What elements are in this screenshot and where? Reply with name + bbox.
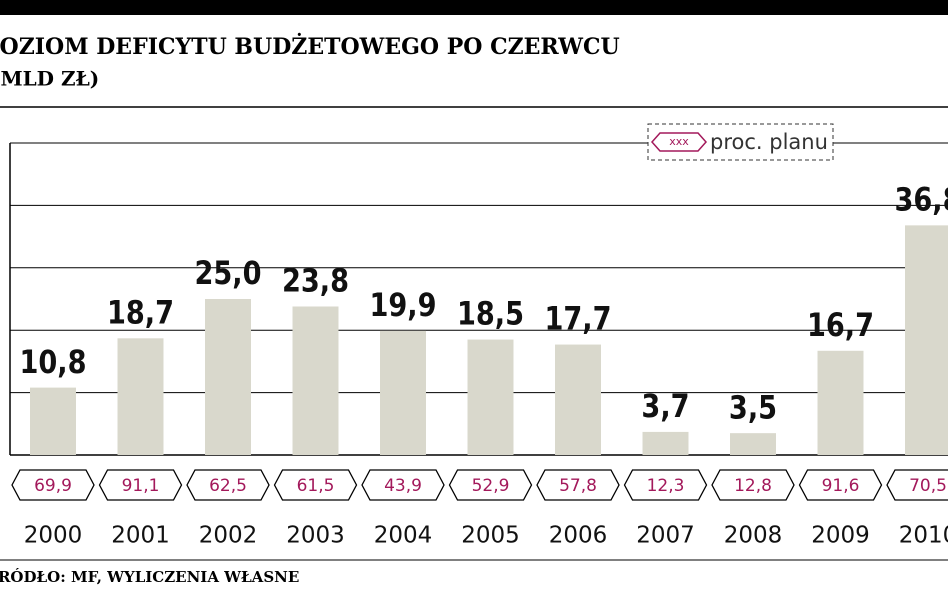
value-label: 18,5 (457, 296, 524, 334)
x-tick-label: 2000 (24, 523, 83, 549)
source: ŹRÓDŁO: MF, WYLICZENIA WŁASNE (0, 568, 299, 586)
plan-hexagon (361, 469, 445, 501)
plan-percent-label: 12,3 (647, 476, 685, 496)
legend-symbol: xxx (669, 135, 689, 148)
plan-percent-label: 12,8 (734, 476, 772, 496)
value-label: 36,8 (894, 181, 948, 219)
x-tick-label: 2004 (374, 523, 433, 549)
plan-hexagon (448, 469, 533, 501)
x-tick-label: 2005 (461, 523, 520, 549)
chart-subtitle: (MLD ZŁ) (0, 67, 99, 91)
value-label: 19,9 (369, 287, 436, 325)
x-tick-label: 2002 (199, 523, 258, 549)
plan-hexagon (536, 469, 620, 501)
plan-hexagon (186, 469, 270, 501)
plan-percent-label: 52,9 (472, 476, 510, 496)
legend-label: proc. planu (710, 130, 828, 154)
x-tick-label: 2009 (811, 523, 870, 549)
plan-hexagon (98, 469, 183, 501)
plan-hexagon (886, 469, 948, 501)
value-label: 25,0 (194, 255, 261, 293)
plan-hexagon (623, 469, 708, 501)
bar (292, 306, 339, 455)
plan-percent-label: 57,8 (559, 476, 597, 496)
value-label: 10,8 (19, 344, 86, 382)
plan-hexagon (11, 469, 95, 501)
value-label: 16,7 (807, 307, 874, 345)
value-label: 3,5 (729, 389, 777, 427)
plan-percent-label: 69,9 (34, 476, 72, 496)
legend-box (647, 123, 834, 161)
top-bar (0, 0, 948, 15)
bar (817, 350, 864, 455)
bar (205, 299, 251, 455)
x-tick-label: 2006 (549, 523, 608, 549)
chart-title: POZIOM DEFICYTU BUDŻETOWEGO PO CZERWCU (0, 32, 620, 60)
value-label: 23,8 (282, 263, 349, 301)
value-label: 18,7 (107, 294, 174, 332)
bar (905, 225, 948, 455)
plan-percent-label: 43,9 (384, 476, 422, 496)
x-tick-label: 2010 (899, 523, 948, 549)
bar (30, 387, 76, 455)
x-tick-label: 2008 (724, 523, 783, 549)
value-label: 3,7 (641, 388, 689, 426)
plan-percent-label: 91,1 (122, 476, 160, 496)
bar (117, 338, 164, 455)
legend-swatch (650, 132, 708, 152)
plan-percent-label: 61,5 (297, 476, 335, 496)
plan-percent-label: 62,5 (209, 476, 247, 496)
x-tick-label: 2001 (111, 523, 170, 549)
bar (642, 431, 689, 455)
bar (555, 344, 601, 455)
plan-hexagon (711, 469, 795, 501)
value-label: 17,7 (544, 301, 611, 339)
x-tick-label: 2003 (286, 523, 345, 549)
bar (730, 433, 776, 455)
plan-hexagon (273, 469, 358, 501)
plan-hexagon (798, 469, 883, 501)
plan-percent-label: 91,6 (822, 476, 860, 496)
bar (380, 330, 426, 455)
x-tick-label: 2007 (636, 523, 695, 549)
plan-percent-label: 70,5 (909, 476, 947, 496)
bar (467, 339, 514, 455)
